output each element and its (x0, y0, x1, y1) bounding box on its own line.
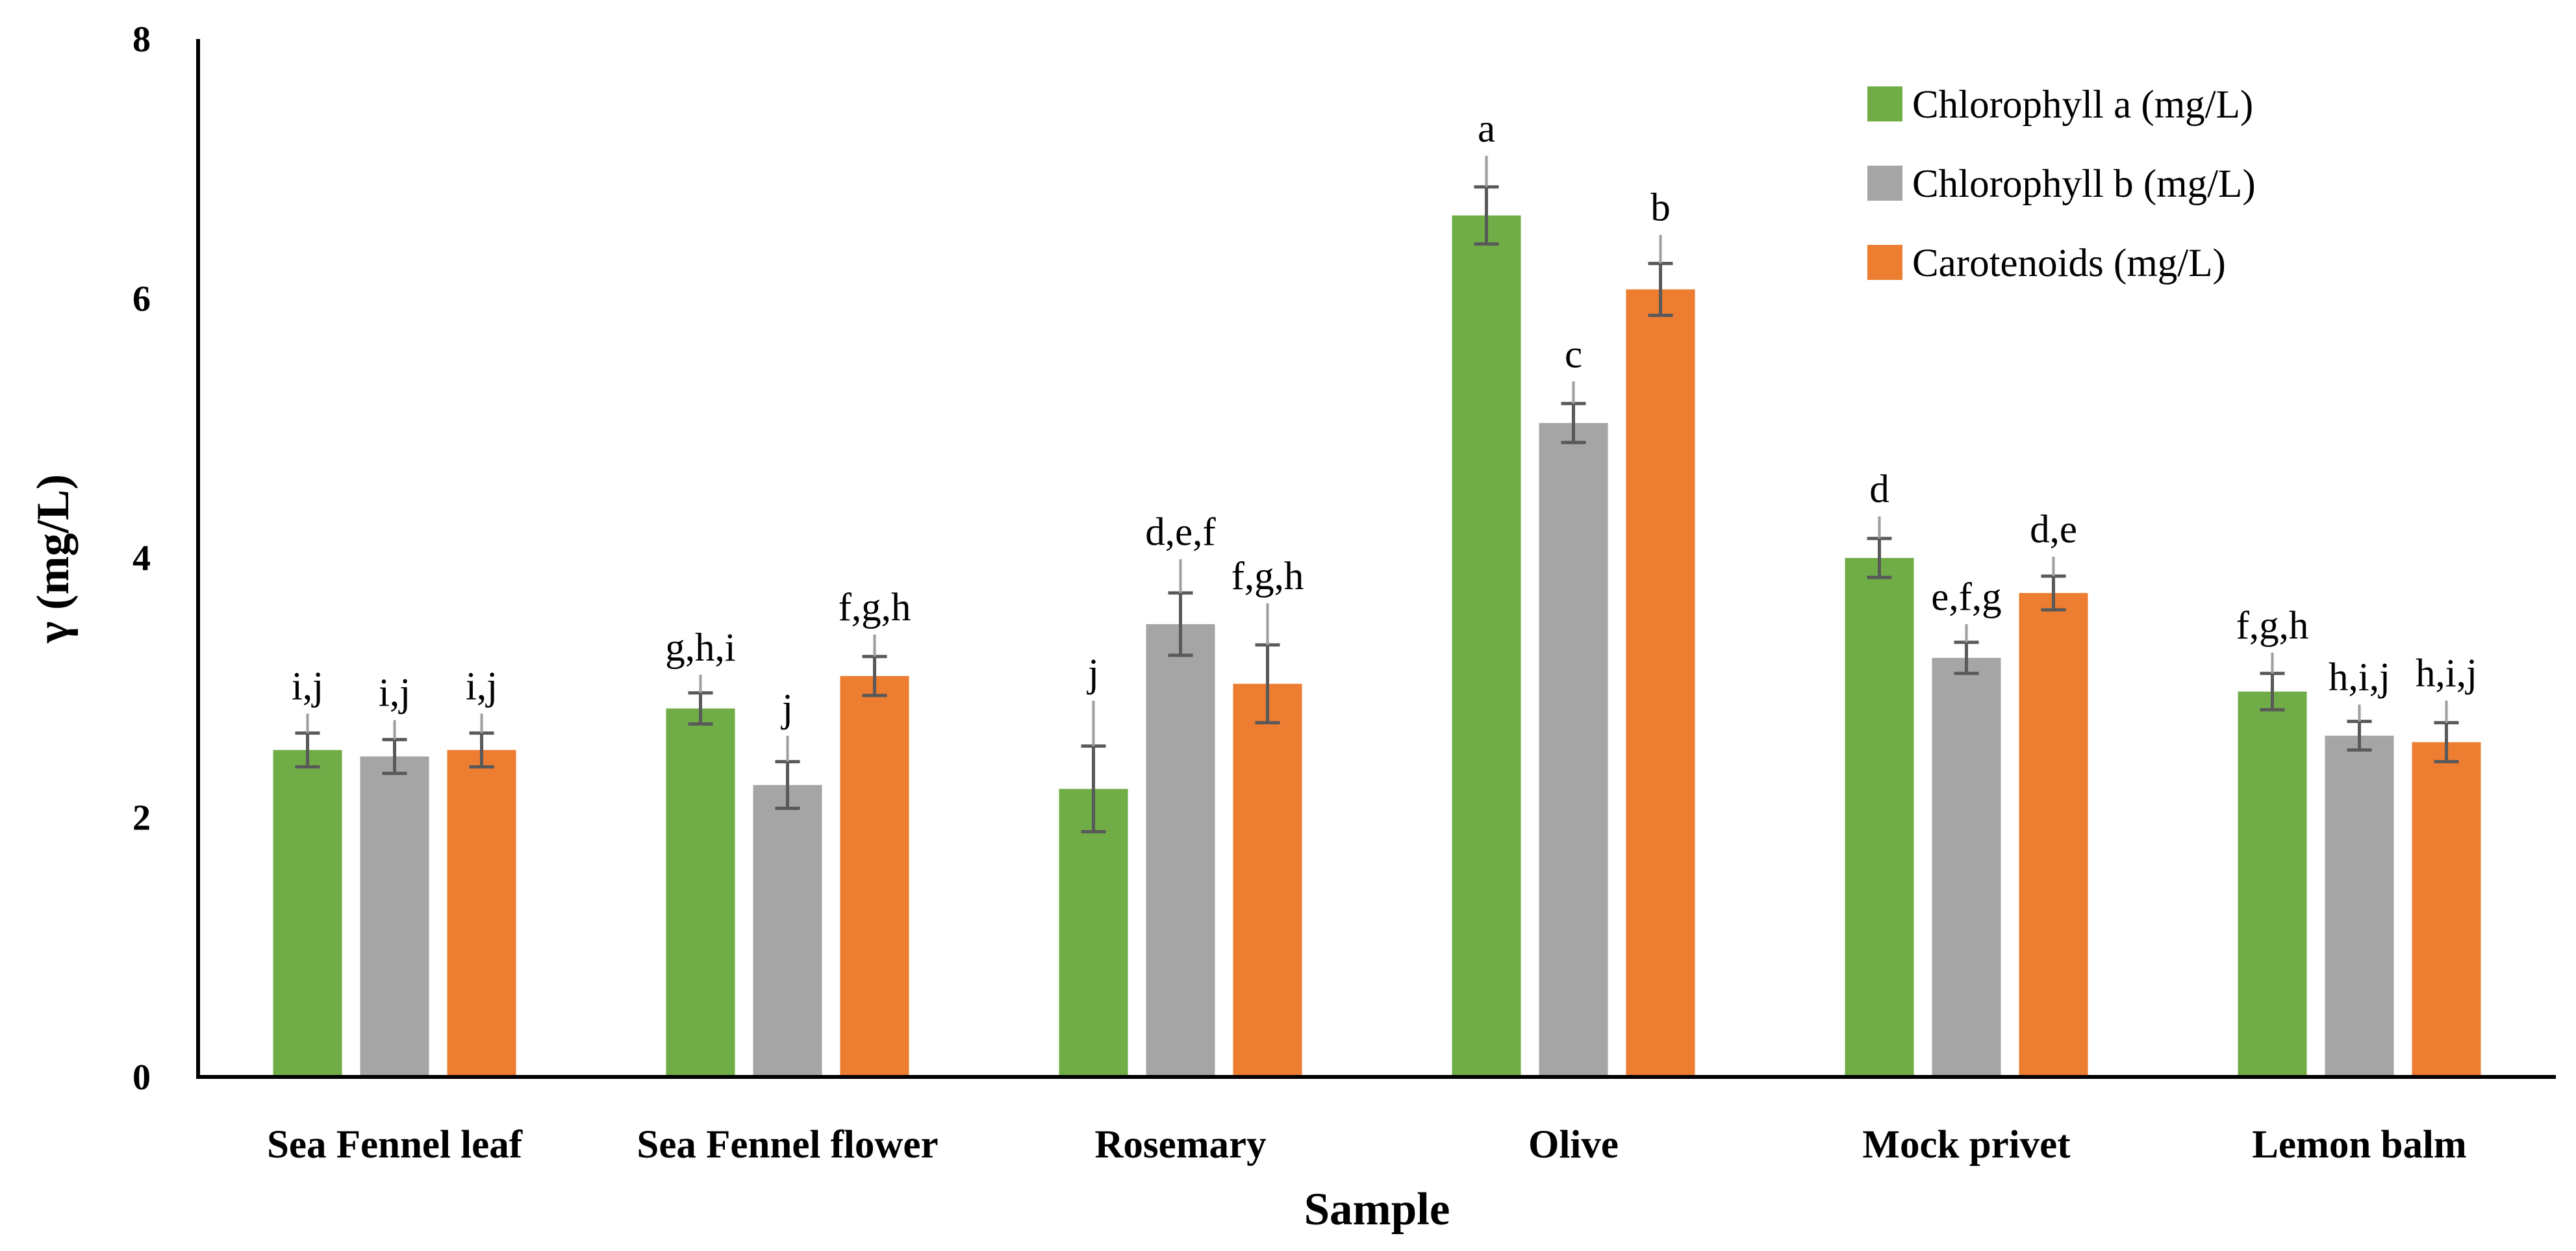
significance-label: b (1650, 186, 1671, 230)
bar (840, 676, 909, 1077)
significance-label: d (1869, 468, 1889, 511)
y-tick-label: 8 (133, 19, 151, 60)
significance-label: j (1087, 652, 1099, 696)
bar (2325, 735, 2394, 1077)
significance-label: i,j (379, 672, 410, 715)
significance-label: g,h,i (665, 626, 735, 670)
significance-label: d,e (2030, 508, 2077, 551)
legend-label: Chlorophyll b (mg/L) (1912, 162, 2256, 206)
bar (1452, 215, 1521, 1077)
significance-label: d,e,f (1145, 511, 1216, 554)
x-category-label: Olive (1528, 1123, 1619, 1167)
bar (2019, 592, 2088, 1077)
bar (273, 750, 342, 1077)
bar (2412, 742, 2481, 1077)
legend-label: Chlorophyll a (mg/L) (1912, 83, 2253, 127)
significance-label: f,g,h (1231, 555, 1304, 598)
significance-label: e,f,g (1931, 575, 2001, 619)
bar (1845, 558, 1914, 1077)
x-axis-title: Sample (1304, 1184, 1450, 1235)
bar (1626, 289, 1695, 1078)
x-category-label: Sea Fennel leaf (267, 1123, 523, 1167)
x-category-labels: Sea Fennel leaf Sea Fennel flower Rosemary… (267, 1123, 2467, 1167)
bar (447, 750, 516, 1077)
bar (1146, 624, 1215, 1077)
significance-label: f,g,h (839, 586, 911, 629)
legend: Chlorophyll a (mg/L) Chlorophyll b (mg/L)… (1867, 83, 2256, 285)
significance-label: a (1478, 107, 1495, 151)
legend-label: Carotenoids (mg/L) (1912, 242, 2226, 285)
significance-label: h,i,j (2329, 656, 2390, 700)
x-category-label: Sea Fennel flower (637, 1123, 938, 1167)
error-bars-layer (295, 155, 2459, 833)
legend-swatch (1867, 166, 1902, 201)
y-axis-title: γ (mg/L) (28, 474, 79, 644)
significance-label: j (781, 687, 793, 731)
bar (1059, 789, 1128, 1077)
x-category-label: Lemon balm (2252, 1123, 2466, 1167)
significance-label: i,j (292, 665, 323, 709)
significance-labels-layer: i,j i,j i,j g,h,i j f,g,h j d,e,f f,g,h a c b d e,f,g… (292, 107, 2477, 731)
bar (1233, 683, 1302, 1077)
bar (360, 756, 429, 1077)
x-category-label: Rosemary (1094, 1123, 1266, 1167)
bar (666, 708, 735, 1077)
y-tick-labels: 0 2 4 6 8 (133, 19, 151, 1098)
y-tick-label: 2 (133, 798, 151, 839)
significance-label: f,g,h (2236, 604, 2309, 648)
bars-layer (273, 215, 2481, 1078)
y-tick-label: 0 (133, 1057, 151, 1098)
x-category-label: Mock privet (1862, 1123, 2071, 1167)
bar (1932, 657, 2001, 1077)
bar (753, 785, 822, 1077)
significance-label: c (1565, 333, 1582, 376)
y-tick-label: 4 (133, 538, 151, 579)
significance-label: h,i,j (2416, 652, 2477, 696)
significance-label: i,j (466, 665, 498, 709)
bar (2238, 691, 2307, 1077)
legend-swatch (1867, 245, 1902, 280)
y-tick-label: 6 (133, 279, 151, 320)
bar (1539, 423, 1608, 1077)
legend-swatch (1867, 86, 1902, 121)
